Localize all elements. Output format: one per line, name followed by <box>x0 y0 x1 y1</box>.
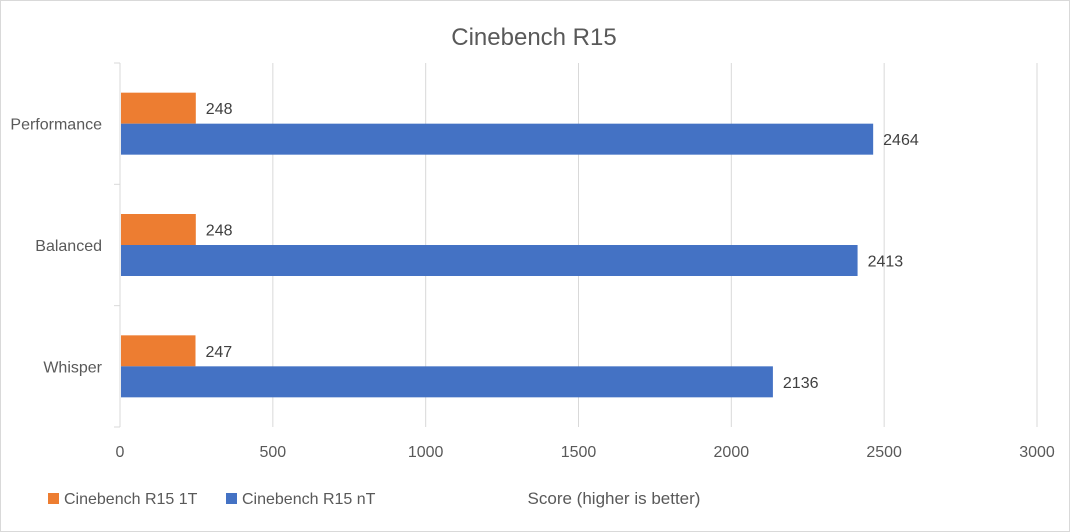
category-label: Performance <box>10 117 102 134</box>
chart-title: Cinebench R15 <box>451 24 616 51</box>
bar <box>121 92 196 124</box>
x-axis-title: Score (higher is better) <box>528 489 701 508</box>
bar <box>121 214 196 245</box>
category-label: Balanced <box>35 238 102 255</box>
legend-swatch <box>48 493 59 504</box>
x-tick-label: 3000 <box>1019 444 1055 461</box>
data-label: 248 <box>206 223 233 240</box>
x-tick-label: 2500 <box>866 444 902 461</box>
data-labels: 248 2464 248 2413 247 2136 <box>205 101 918 392</box>
data-label: 2136 <box>783 375 819 392</box>
x-tick-label: 1000 <box>408 444 444 461</box>
legend: Cinebench R15 1T Cinebench R15 nT <box>48 491 376 508</box>
category-label: Whisper <box>43 359 102 376</box>
data-label: 2413 <box>868 254 904 271</box>
legend-swatch <box>226 493 237 504</box>
bar <box>121 245 858 276</box>
data-label: 248 <box>206 101 233 118</box>
category-labels: Performance Balanced Whisper <box>10 117 102 377</box>
data-label: 247 <box>205 344 232 361</box>
bar <box>121 335 196 367</box>
bar <box>121 366 773 398</box>
data-label: 2464 <box>883 132 919 149</box>
x-tick-label: 0 <box>116 444 125 461</box>
x-tick-labels: 0 500 1000 1500 2000 2500 3000 <box>116 444 1055 461</box>
bar <box>121 123 874 155</box>
x-tick-label: 1500 <box>561 444 597 461</box>
x-tick-label: 500 <box>259 444 286 461</box>
bars <box>121 92 874 398</box>
x-tick-label: 2000 <box>714 444 750 461</box>
legend-label: Cinebench R15 1T <box>64 491 198 508</box>
legend-label: Cinebench R15 nT <box>242 491 376 508</box>
